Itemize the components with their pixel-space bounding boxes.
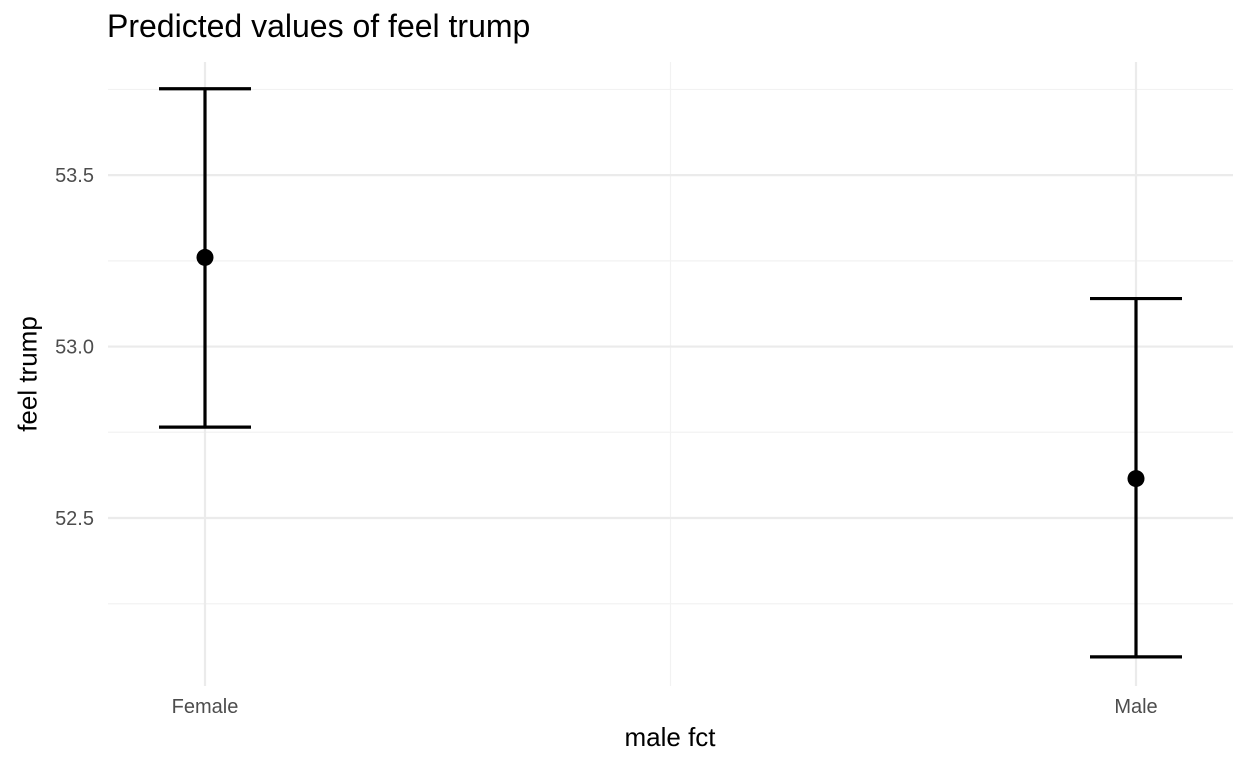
x-tick-label: Female <box>172 696 239 718</box>
x-tick-label: Male <box>1114 696 1157 718</box>
y-tick-label: 52.5 <box>55 508 94 530</box>
chart-title: Predicted values of feel trump <box>107 8 531 44</box>
point-estimate-male <box>1127 470 1145 488</box>
y-tick-label: 53.0 <box>55 337 94 359</box>
y-tick-label: 53.5 <box>55 165 94 187</box>
x-axis-title: male fct <box>624 722 716 752</box>
point-estimate-female <box>196 248 214 266</box>
y-axis-title: feel trump <box>12 316 43 432</box>
